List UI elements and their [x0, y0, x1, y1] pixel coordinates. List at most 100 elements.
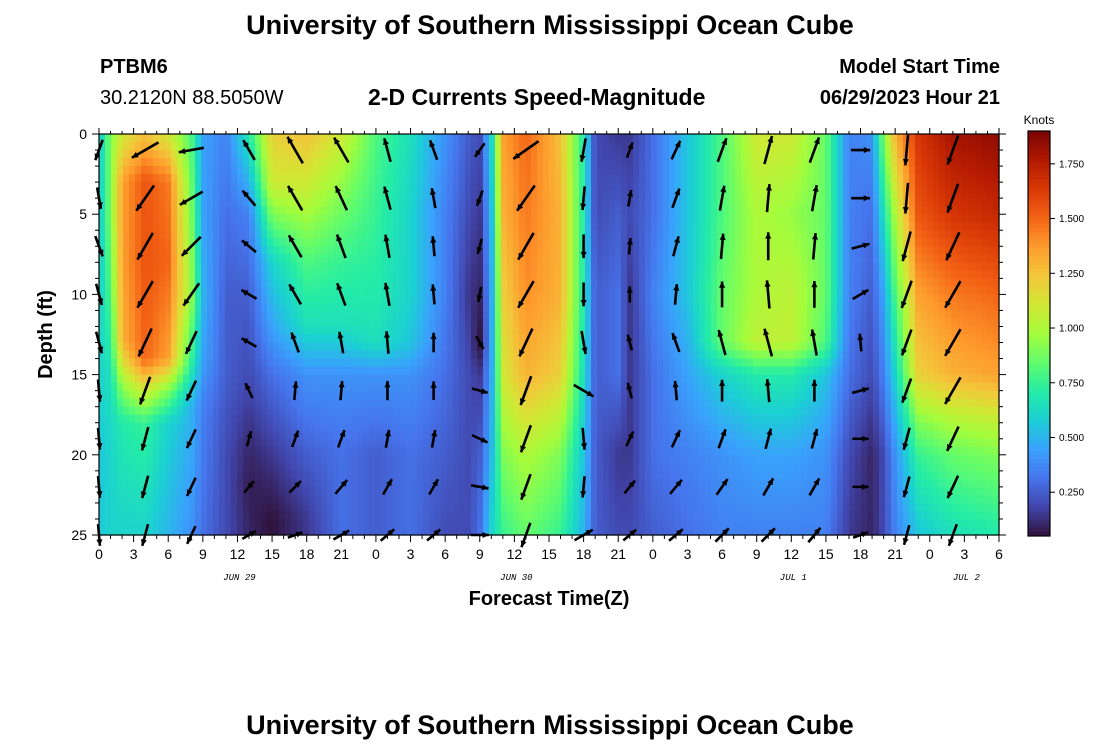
heatmap-cell — [687, 462, 694, 472]
heatmap-cell — [129, 334, 136, 344]
heatmap-cell — [129, 390, 136, 400]
heatmap-cell — [465, 430, 472, 440]
heatmap-cell — [303, 526, 310, 536]
heatmap-cell — [555, 278, 562, 287]
heatmap-cell — [423, 262, 430, 271]
heatmap-cell — [549, 430, 556, 440]
heatmap-cell — [441, 270, 448, 279]
heatmap-cell — [681, 406, 688, 416]
heatmap-cell — [633, 238, 640, 247]
heatmap-cell — [201, 270, 208, 279]
heatmap-cell — [579, 270, 586, 279]
heatmap-cell — [483, 214, 490, 223]
heatmap-cell — [171, 238, 178, 247]
heatmap-cell — [111, 470, 118, 480]
heatmap-cell — [381, 302, 388, 312]
heatmap-cell — [459, 438, 466, 448]
heatmap-cell — [603, 342, 610, 352]
heatmap-cell — [561, 438, 568, 448]
heatmap-cell — [153, 310, 160, 320]
heatmap-cell — [315, 158, 322, 167]
heatmap-cell — [423, 438, 430, 448]
heatmap-cell — [183, 206, 190, 215]
heatmap-cell — [105, 374, 112, 384]
heatmap-cell — [351, 462, 358, 472]
heatmap-cell — [213, 502, 220, 512]
heatmap-cell — [633, 222, 640, 231]
heatmap-cell — [327, 158, 334, 167]
heatmap-cell — [447, 294, 454, 304]
heatmap-cell — [615, 142, 622, 151]
heatmap-cell — [159, 134, 166, 143]
heatmap-cell — [561, 486, 568, 496]
heatmap-cell — [471, 198, 478, 207]
heatmap-cell — [675, 454, 682, 464]
heatmap-cell — [591, 310, 598, 320]
heatmap-cell — [555, 462, 562, 472]
heatmap-cell — [279, 174, 286, 183]
heatmap-cell — [351, 278, 358, 287]
heatmap-cell — [645, 190, 652, 199]
heatmap-cell — [315, 246, 322, 255]
heatmap-cell — [429, 254, 436, 263]
heatmap-cell — [195, 230, 202, 239]
heatmap-cell — [105, 286, 112, 295]
heatmap-cell — [621, 502, 628, 512]
heatmap-cell — [225, 286, 232, 295]
heatmap-cell — [555, 518, 562, 528]
heatmap-cell — [645, 390, 652, 400]
heatmap-cell — [141, 166, 148, 175]
heatmap-cell — [381, 350, 388, 360]
heatmap-cell — [621, 246, 628, 255]
heatmap-cell — [267, 286, 274, 295]
heatmap-cell — [297, 438, 304, 448]
heatmap-cell — [555, 158, 562, 167]
heatmap-cell — [321, 446, 328, 456]
heatmap-cell — [159, 454, 166, 464]
heatmap-cell — [477, 422, 484, 432]
heatmap-cell — [483, 310, 490, 320]
heatmap-cell — [225, 214, 232, 223]
heatmap-cell — [333, 462, 340, 472]
heatmap-cell — [339, 470, 346, 480]
heatmap-cell — [621, 350, 628, 360]
heatmap-cell — [537, 334, 544, 344]
heatmap-cell — [543, 206, 550, 215]
heatmap-cell — [273, 166, 280, 175]
heatmap-cell — [657, 150, 664, 159]
heatmap-cell — [609, 334, 616, 344]
heatmap-cell — [579, 302, 586, 312]
heatmap-cell — [159, 286, 166, 295]
heatmap-cell — [507, 406, 514, 416]
heatmap-cell — [603, 478, 610, 488]
heatmap-cell — [309, 230, 316, 239]
heatmap-cell — [417, 326, 424, 336]
heatmap-cell — [111, 182, 118, 191]
heatmap-cell — [549, 398, 556, 408]
heatmap-cell — [453, 254, 460, 263]
heatmap-cell — [363, 486, 370, 496]
heatmap-cell — [453, 398, 460, 408]
heatmap-cell — [105, 422, 112, 432]
heatmap-cell — [687, 294, 694, 304]
heatmap-cell — [171, 134, 178, 143]
heatmap-cell — [549, 142, 556, 151]
heatmap-cell — [513, 398, 520, 408]
heatmap-cell — [129, 406, 136, 416]
heatmap-cell — [579, 278, 586, 287]
heatmap-cell — [567, 190, 574, 199]
heatmap-cell — [609, 446, 616, 456]
heatmap-cell — [183, 462, 190, 472]
heatmap-cell — [303, 518, 310, 528]
heatmap-cell — [525, 438, 532, 448]
heatmap-cell — [423, 494, 430, 504]
heatmap-cell — [273, 510, 280, 520]
heatmap-cell — [513, 526, 520, 536]
heatmap-cell — [627, 518, 634, 528]
heatmap-cell — [495, 334, 502, 344]
heatmap-cell — [321, 414, 328, 424]
heatmap-cell — [273, 134, 280, 143]
heatmap-cell — [219, 430, 226, 440]
heatmap-cell — [651, 430, 658, 440]
heatmap-cell — [465, 190, 472, 199]
